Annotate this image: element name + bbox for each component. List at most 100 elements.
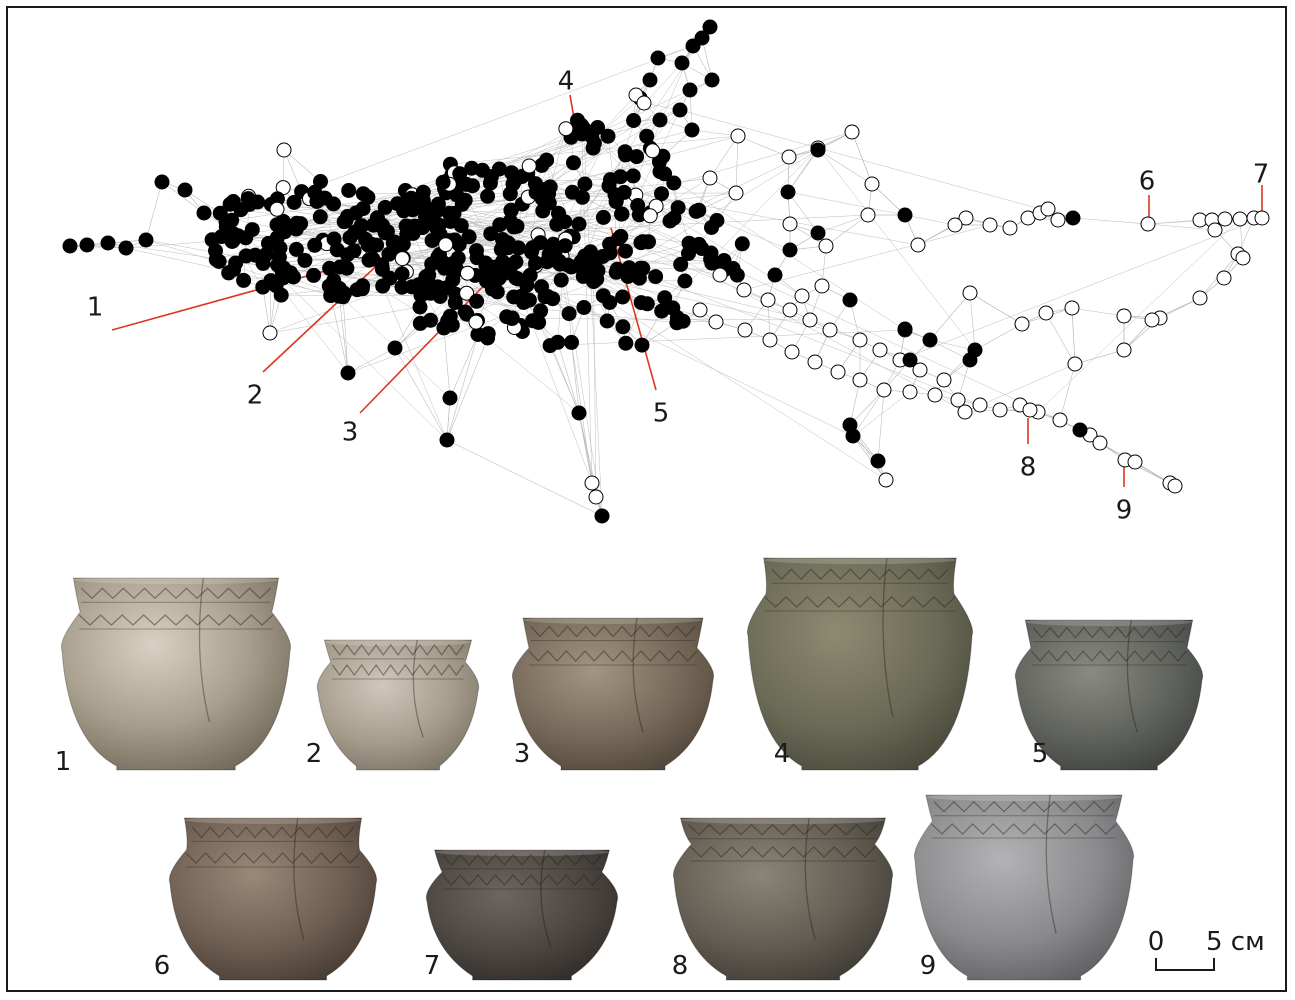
network-node-filled: [341, 183, 357, 198]
network-node-open: [521, 158, 537, 174]
network-node-filled: [618, 335, 634, 351]
network-edge: [330, 295, 349, 374]
network-node-filled: [236, 272, 252, 288]
network-edge: [329, 285, 451, 399]
network-edge: [1071, 307, 1125, 317]
vessel-label-1: 1: [55, 747, 72, 777]
network-node-open: [830, 364, 846, 380]
vessel-label-7: 7: [424, 951, 441, 981]
vessel-ornament-band: [191, 826, 355, 839]
network-node-filled: [595, 209, 611, 225]
network-edge: [494, 62, 683, 268]
network-node-filled: [583, 244, 598, 260]
scale-bar-zero: 0: [1148, 927, 1165, 957]
network-node-open: [1067, 356, 1083, 372]
network-node-filled: [810, 142, 826, 158]
vessel-1: [60, 576, 292, 771]
scale-bar-max: 5 см: [1206, 927, 1265, 957]
network-node-filled: [423, 312, 438, 328]
network-edge: [1071, 307, 1076, 365]
vessel-rim: [73, 576, 279, 584]
network-node-filled: [221, 265, 237, 281]
network-node-filled: [922, 332, 938, 348]
vessel-ornament-band: [1030, 650, 1188, 662]
network-edge: [583, 276, 831, 331]
network-node-open: [269, 201, 285, 217]
network-node-filled: [508, 254, 524, 270]
network-node-filled: [79, 237, 95, 253]
vessel-body: [913, 794, 1135, 981]
network-node-filled: [652, 164, 668, 180]
network-node-filled: [469, 250, 485, 266]
network-node-filled: [442, 390, 458, 406]
network-node-filled: [208, 243, 223, 259]
network-node-open: [912, 362, 928, 378]
network-edges: [69, 26, 1263, 517]
network-nodes: [62, 19, 1270, 524]
callout-leader-lines: [111, 94, 1263, 487]
network-node-filled: [613, 169, 628, 185]
vessel-ornament-band: [331, 663, 465, 677]
network-node-filled: [441, 205, 457, 221]
network-edge: [161, 181, 205, 214]
network-node-filled: [681, 235, 697, 251]
network-node-filled: [897, 207, 913, 223]
network-edge: [787, 191, 906, 216]
network-node-filled: [673, 256, 689, 272]
network-node-filled: [527, 176, 543, 192]
vessel-crack: [198, 577, 210, 723]
network-edge: [1037, 218, 1241, 413]
network-node-filled: [457, 304, 473, 320]
network-edge: [817, 149, 873, 185]
network-edge: [1045, 312, 1076, 365]
network-node-open: [1116, 308, 1132, 324]
network-node-open: [782, 302, 798, 318]
network-node-filled: [635, 260, 651, 276]
vessel-crack: [632, 617, 644, 733]
vessel-label-9: 9: [920, 951, 937, 981]
network-node-filled: [613, 228, 629, 244]
network-node-filled: [242, 193, 257, 209]
network-node-filled: [276, 260, 291, 276]
network-node-filled: [600, 128, 616, 144]
network-node-open: [1232, 211, 1248, 227]
network-edge: [852, 391, 911, 437]
vessel-ornament-band: [764, 596, 956, 608]
network-node-filled: [540, 289, 556, 304]
network-node-open: [950, 392, 966, 408]
network-edge: [929, 339, 976, 351]
network-edge: [969, 292, 976, 351]
network-edge: [709, 135, 739, 179]
network-node-filled: [563, 259, 579, 275]
vessel-crack: [293, 817, 305, 940]
vessel-body: [1014, 619, 1204, 771]
network-node-filled: [346, 243, 362, 259]
network-node-open: [876, 382, 892, 398]
network-node-open: [558, 121, 574, 137]
network-node-filled: [550, 334, 566, 350]
network-node-filled: [214, 229, 229, 245]
network-node-filled: [650, 50, 666, 66]
network-edge: [283, 149, 321, 182]
vessel-crack: [1045, 794, 1057, 934]
vessel-ornament-band: [331, 643, 465, 656]
network-node-filled: [413, 287, 429, 303]
network-node-filled: [521, 292, 537, 308]
network-node-open: [642, 208, 658, 224]
network-node-open: [982, 217, 998, 233]
vessel-4: [746, 556, 974, 771]
network-node-filled: [625, 168, 641, 184]
vessel-ornament-band: [1032, 626, 1186, 639]
network-node-filled: [339, 260, 355, 276]
network-node-filled: [657, 290, 673, 306]
network-node-filled: [614, 206, 629, 222]
network-node-open: [468, 314, 484, 330]
network-edge: [1072, 217, 1149, 225]
vessel-ornament-band: [528, 650, 698, 662]
network-callout-2: 2: [247, 381, 264, 411]
network-node-filled: [615, 289, 631, 305]
vessel-label-5: 5: [1032, 739, 1049, 769]
network-node-filled: [387, 340, 403, 356]
vessel-9: [913, 793, 1135, 981]
